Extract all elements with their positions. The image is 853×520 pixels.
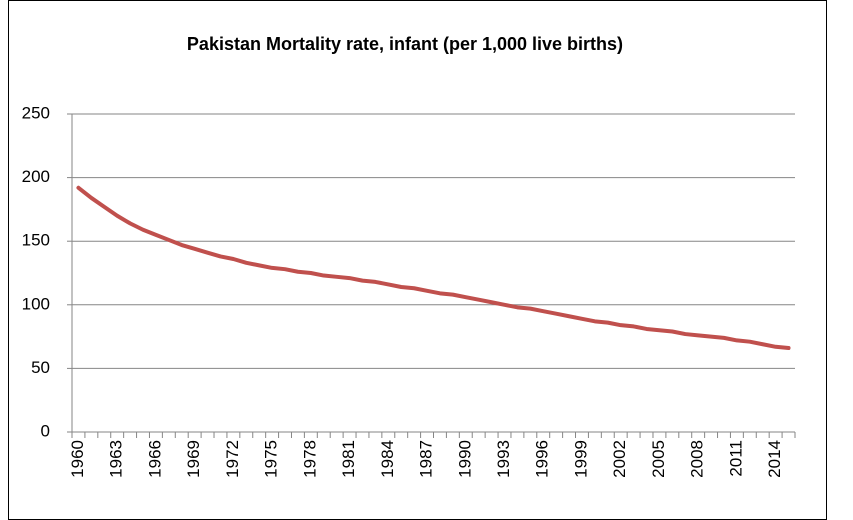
data-line [76,185,791,351]
chart-title: Pakistan Mortality rate, infant (per 1,0… [187,34,623,54]
x-tick-label: 1981 [339,440,358,478]
x-tick-label: 2014 [765,440,784,478]
x-tick-label: 1996 [533,440,552,478]
y-tick-label: 100 [22,294,50,313]
y-tick-label: 250 [22,103,50,122]
x-tick-label: 2002 [610,440,629,478]
x-tick-label: 2008 [688,440,707,478]
x-tick-label: 1969 [184,440,203,478]
x-tick-label: 2005 [649,440,668,478]
x-tick-label: 1978 [300,440,319,478]
chart-border [8,0,827,520]
x-tick-label: 1993 [494,440,513,478]
x-tick-label: 1963 [107,440,126,478]
y-tick-label: 50 [31,358,50,377]
x-tick-label: 1960 [68,440,87,478]
x-tick-label: 1987 [417,440,436,478]
x-tick-label: 2011 [726,440,745,477]
x-tick-label: 1972 [223,440,242,478]
x-tick-label: 1975 [262,440,281,478]
x-tick-label: 1966 [145,440,164,478]
x-tick-label: 1984 [378,440,397,478]
y-tick-label: 150 [22,231,50,250]
y-tick-label: 0 [41,421,50,440]
x-tick-label: 1999 [571,440,590,478]
y-tick-label: 200 [22,167,50,186]
x-tick-label: 1990 [455,440,474,478]
